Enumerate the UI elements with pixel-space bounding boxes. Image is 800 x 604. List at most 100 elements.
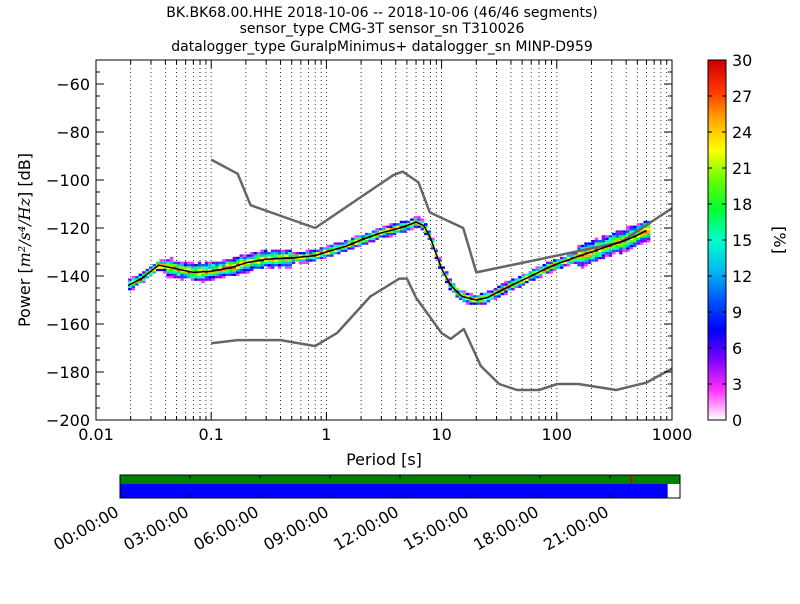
heatmap-cell xyxy=(145,276,150,279)
heatmap-cell xyxy=(444,280,449,284)
heatmap-cell xyxy=(601,252,606,255)
heatmap-cell xyxy=(580,247,585,250)
heatmap-cell xyxy=(420,220,425,224)
heatmap-cell xyxy=(438,259,442,262)
heatmap-cell xyxy=(267,261,271,264)
heatmap-cell xyxy=(504,283,508,286)
heatmap-cell xyxy=(176,261,181,264)
heatmap-cell xyxy=(246,256,250,260)
heatmap-cell xyxy=(559,266,564,269)
heatmap-cell xyxy=(580,244,585,248)
heatmap-cell xyxy=(173,266,177,269)
heatmap-cell xyxy=(601,249,606,252)
heatmap-cell xyxy=(183,271,188,274)
heatmap-cell xyxy=(197,261,202,264)
heatmap-cell xyxy=(208,276,212,279)
heatmap-cell xyxy=(333,247,338,250)
heatmap-cell xyxy=(284,266,289,269)
colorbar-label: [%] xyxy=(770,226,789,254)
heatmap-cell xyxy=(441,268,445,272)
heatmap-cell xyxy=(601,240,606,243)
heatmap-cell xyxy=(194,264,198,267)
heatmap-cell xyxy=(580,259,585,262)
heatmap-cell xyxy=(438,256,442,260)
heatmap-cell xyxy=(612,252,616,255)
heatmap-cell xyxy=(528,271,533,274)
y-tick-label: −60 xyxy=(56,75,90,94)
heatmap-cell xyxy=(573,254,578,257)
heatmap-cell xyxy=(626,240,630,243)
heatmap-cell xyxy=(169,276,174,279)
heatmap-cell xyxy=(215,276,219,279)
heatmap-cell xyxy=(594,240,599,243)
heatmap-cell xyxy=(385,235,390,238)
heatmap-cell xyxy=(479,300,484,303)
timeline-label: 09:00:00 xyxy=(260,502,332,554)
heatmap-cell xyxy=(229,259,233,262)
heatmap-cell xyxy=(601,242,606,245)
heatmap-cell xyxy=(646,228,651,231)
y-tick-label: −120 xyxy=(46,219,90,238)
heatmap-cell xyxy=(507,283,512,286)
heatmap-cell xyxy=(424,223,428,226)
heatmap-cell xyxy=(542,264,546,267)
heatmap-cell xyxy=(347,247,351,250)
heatmap-cell xyxy=(528,273,533,276)
heatmap-cell xyxy=(190,268,195,272)
heatmap-cell xyxy=(584,256,588,260)
heatmap-cell xyxy=(462,292,466,296)
heatmap-cell xyxy=(309,249,313,252)
heatmap-cell xyxy=(410,228,414,231)
heatmap-cell xyxy=(559,256,564,260)
colorbar-tick-label: 0 xyxy=(732,411,742,430)
heatmap-cell xyxy=(330,254,334,257)
heatmap-cell xyxy=(532,278,536,281)
heatmap-cell xyxy=(274,259,278,262)
heatmap-cell xyxy=(337,252,341,255)
heatmap-cell xyxy=(256,256,261,260)
heatmap-cell xyxy=(399,228,404,231)
heatmap-cell xyxy=(486,292,491,296)
heatmap-cell xyxy=(559,259,564,262)
heatmap-cell xyxy=(225,273,230,276)
heatmap-cell xyxy=(149,268,153,272)
heatmap-cell xyxy=(424,232,428,236)
heatmap-cell xyxy=(138,273,143,276)
heatmap-cell xyxy=(594,242,599,245)
y-axis-ticks: −200 −180 −160 −140 −120 −100 −80 −60 xyxy=(46,71,672,430)
heatmap-cell xyxy=(472,302,477,305)
heatmap-cell xyxy=(253,252,257,255)
heatmap-cell xyxy=(204,261,209,264)
chart-title-line-2: sensor_type CMG-3T sensor_sn T310026 xyxy=(240,21,525,37)
x-tick-label: 1 xyxy=(321,425,331,444)
heatmap-cell xyxy=(249,254,254,257)
heatmap-cell xyxy=(239,261,244,264)
heatmap-cell xyxy=(493,290,498,293)
heatmap-cell xyxy=(594,252,599,255)
heatmap-cell xyxy=(545,261,550,264)
heatmap-cell xyxy=(396,230,400,233)
heatmap-cell xyxy=(584,261,588,264)
heatmap-cell xyxy=(539,268,543,272)
heatmap-cell xyxy=(190,264,195,267)
heatmap-cell xyxy=(260,266,264,269)
heatmap-cell xyxy=(619,249,623,252)
heatmap-cell xyxy=(316,249,320,252)
heatmap-cell xyxy=(486,297,491,300)
heatmap-cell xyxy=(371,237,376,240)
heatmap-cell xyxy=(277,261,282,264)
heatmap-cell xyxy=(149,266,153,269)
heatmap-cell xyxy=(385,225,390,228)
heatmap-cell xyxy=(406,225,411,228)
heatmap-cell xyxy=(131,288,136,291)
heatmap-cell xyxy=(284,254,289,257)
heatmap-cell xyxy=(622,232,627,236)
heatmap-cell xyxy=(504,288,508,291)
heatmap-cell xyxy=(511,280,515,284)
heatmap-cell xyxy=(302,259,306,262)
data-coverage-timeline: 00:00:0003:00:0006:00:0009:00:0012:00:00… xyxy=(50,474,681,554)
heatmap-cell xyxy=(135,278,139,281)
heatmap-cell xyxy=(173,271,177,274)
heatmap-cell xyxy=(636,223,641,226)
heatmap-cell xyxy=(389,232,393,236)
